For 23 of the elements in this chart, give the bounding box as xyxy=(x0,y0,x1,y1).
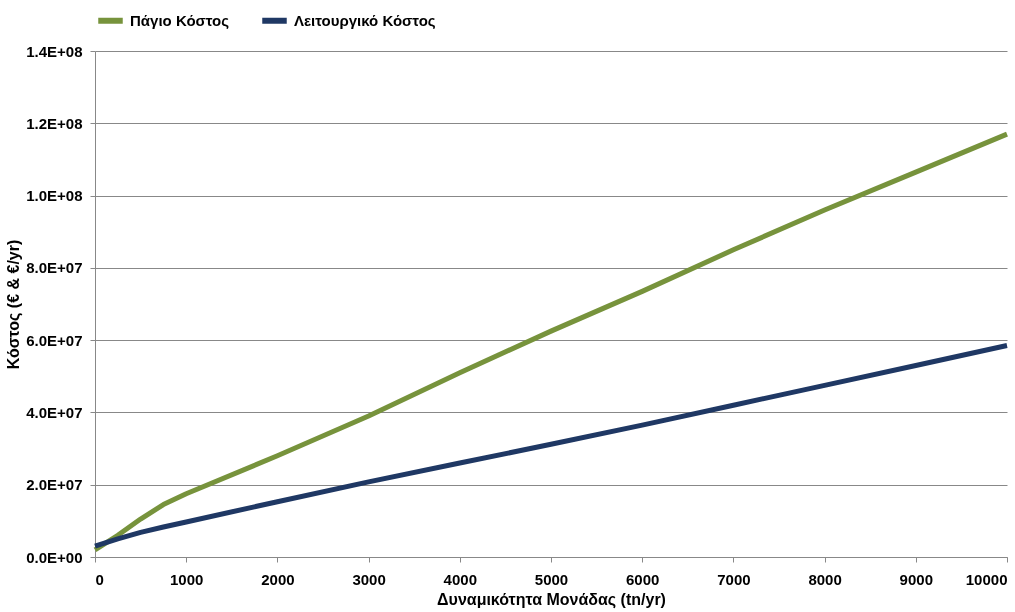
x-tick-label: 4000 xyxy=(443,570,477,588)
y-tick-label: 1.4E+08 xyxy=(26,42,83,60)
x-tick-label: 2000 xyxy=(261,570,295,588)
y-tick-label: 1.2E+08 xyxy=(26,114,83,132)
x-tick-label: 3000 xyxy=(352,570,386,588)
y-tick-label: 2.0E+07 xyxy=(26,476,83,494)
x-tick-label: 6000 xyxy=(626,570,660,588)
legend-label: Πάγιο Κόστος xyxy=(130,11,230,29)
x-tick-label: 10000 xyxy=(965,570,1008,588)
x-tick-label: 7000 xyxy=(717,570,751,588)
x-tick-label: 0 xyxy=(95,570,104,588)
x-axis-title: Δυναμικότητα Μονάδας (tn/yr) xyxy=(437,590,666,609)
y-axis-title: Κόστος (€ & €/yr) xyxy=(5,239,24,370)
legend-label: Λειτουργικό Κόστος xyxy=(294,11,436,29)
x-tick-label: 9000 xyxy=(899,570,933,588)
x-tick-label: 8000 xyxy=(808,570,842,588)
x-tick-label: 5000 xyxy=(534,570,569,588)
y-tick-label: 0.0E+00 xyxy=(26,548,83,566)
y-tick-label: 6.0E+07 xyxy=(26,331,83,349)
y-tick-label: 8.0E+07 xyxy=(26,259,83,277)
y-tick-label: 4.0E+07 xyxy=(26,403,83,421)
y-tick-label: 1.0E+08 xyxy=(26,187,83,205)
x-tick-label: 1000 xyxy=(170,570,204,588)
